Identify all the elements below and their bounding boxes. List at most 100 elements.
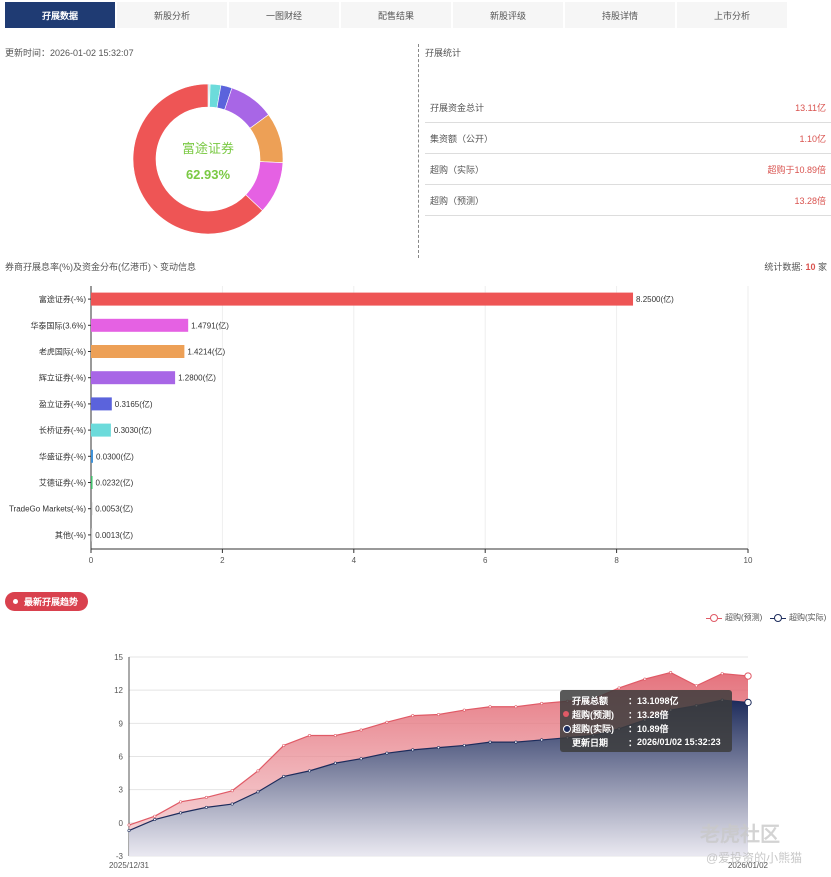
data-point[interactable]	[436, 746, 440, 750]
data-point[interactable]	[514, 740, 518, 744]
tab-allotment-results[interactable]: 配售结果	[341, 2, 451, 28]
bar[interactable]	[91, 345, 185, 358]
update-time: 更新时间：2026-01-02 15:32:07	[5, 48, 134, 58]
tab-listing-analysis[interactable]: 上市分析	[677, 2, 787, 28]
tab-ipo-analysis[interactable]: 新股分析	[117, 2, 227, 28]
tooltip-value: 2026/01/02 15:32:23	[637, 737, 721, 747]
data-point[interactable]	[333, 733, 337, 737]
data-point[interactable]	[359, 757, 363, 761]
data-point[interactable]	[540, 701, 544, 705]
data-point[interactable]	[179, 800, 183, 804]
bar-category-label: 辉立证券(-%)	[39, 373, 86, 383]
badge-dot-icon	[13, 599, 18, 604]
bar[interactable]	[91, 318, 189, 332]
data-point[interactable]	[308, 769, 312, 773]
stats-title: 孖展统计	[425, 48, 462, 58]
donut-slice-0[interactable]	[132, 83, 263, 235]
bar-value-label: 0.0053(亿)	[95, 504, 133, 514]
data-point[interactable]	[204, 795, 208, 799]
legend-line-marker-icon	[706, 613, 722, 622]
data-point[interactable]	[256, 790, 260, 794]
data-point[interactable]	[436, 712, 440, 716]
x-tick-label: 2026/01/02	[728, 861, 769, 870]
broker-count-suffix: 家	[817, 262, 827, 272]
tooltip-sep: ：	[628, 695, 638, 706]
x-tick-label: 6	[483, 556, 488, 565]
stat-label: 超购（预测）	[430, 196, 485, 206]
broker-count: 统计数据: 10 家	[764, 260, 827, 273]
tooltip-value: 13.28倍	[637, 709, 669, 720]
broker-chart-title: 券商孖展息率(%)及资金分布(亿港币)丶变动信息	[5, 262, 196, 272]
bar[interactable]	[91, 476, 93, 489]
stat-value: 13.11亿	[795, 103, 826, 113]
tab-holding-details[interactable]: 持股详情	[565, 2, 675, 28]
data-point[interactable]	[153, 814, 157, 818]
data-point[interactable]	[179, 811, 183, 815]
y-tick-label: 6	[119, 753, 124, 762]
bar-value-label: 0.0013(亿)	[95, 530, 133, 540]
tooltip-row: 孖展总额 ： 13.1098亿	[572, 694, 679, 706]
data-point[interactable]	[488, 705, 492, 709]
legend-predicted[interactable]: 超购(预测)	[706, 612, 762, 623]
bar-category-label: 盈立证券(-%)	[39, 399, 86, 409]
data-point[interactable]	[385, 751, 389, 755]
data-point[interactable]	[462, 743, 466, 747]
data-point[interactable]	[744, 698, 752, 707]
data-point[interactable]	[333, 761, 337, 765]
bar-value-label: 8.2500(亿)	[636, 294, 674, 304]
tooltip-value: 10.89倍	[637, 723, 669, 734]
data-point[interactable]	[694, 684, 698, 688]
data-point[interactable]	[643, 677, 647, 681]
legend-actual[interactable]: 超购(实际)	[770, 612, 826, 623]
divider	[418, 44, 419, 258]
x-tick-label: 2025/12/31	[109, 861, 150, 870]
data-point[interactable]	[359, 728, 363, 732]
x-tick-label: 2	[220, 556, 225, 565]
tooltip-key: 孖展总额	[572, 695, 609, 706]
tab-ipo-rating[interactable]: 新股评级	[453, 2, 563, 28]
legend-actual-label: 超购(实际)	[789, 613, 827, 622]
data-point[interactable]	[282, 774, 286, 778]
data-point[interactable]	[127, 823, 131, 827]
stat-label: 孖展资金总计	[430, 103, 485, 113]
data-point[interactable]	[720, 672, 724, 676]
data-point[interactable]	[669, 670, 673, 674]
tooltip-value: 13.1098亿	[637, 695, 679, 706]
data-point[interactable]	[385, 720, 389, 724]
data-point[interactable]	[411, 748, 415, 752]
tooltip-sep: ：	[628, 737, 638, 748]
data-point[interactable]	[256, 769, 260, 773]
y-tick-label: 0	[119, 819, 124, 828]
data-point[interactable]	[462, 708, 466, 712]
data-point[interactable]	[617, 686, 621, 690]
stat-row-raise: 集资额（公开） 1.10亿	[425, 123, 831, 154]
data-point[interactable]	[411, 714, 415, 718]
tab-margin-data[interactable]: 孖展数据	[5, 2, 115, 28]
bar[interactable]	[91, 397, 112, 411]
data-point[interactable]	[282, 743, 286, 747]
tab-finance-chart[interactable]: 一图财经	[229, 2, 339, 28]
bar[interactable]	[91, 423, 111, 437]
data-point[interactable]	[514, 705, 518, 709]
stat-value: 1.10亿	[799, 134, 826, 144]
trend-title-badge: 最新孖展趋势	[5, 592, 89, 611]
data-point[interactable]	[308, 733, 312, 737]
bar[interactable]	[91, 528, 93, 542]
x-tick-label: 4	[352, 556, 357, 565]
bar[interactable]	[91, 371, 176, 385]
data-point[interactable]	[127, 829, 131, 833]
bar-value-label: 0.3165(亿)	[115, 399, 153, 409]
bar[interactable]	[91, 449, 93, 463]
tooltip-row: 超购(实际) ： 10.89倍	[563, 722, 669, 734]
data-point[interactable]	[230, 789, 234, 793]
bar[interactable]	[91, 502, 93, 516]
data-point[interactable]	[204, 805, 208, 809]
data-point[interactable]	[230, 802, 234, 806]
data-point[interactable]	[540, 738, 544, 742]
data-point[interactable]	[744, 672, 752, 680]
data-point[interactable]	[488, 740, 492, 744]
data-point[interactable]	[153, 818, 157, 822]
y-tick-label: 15	[114, 653, 123, 662]
tooltip-sep: ：	[628, 723, 638, 734]
bar[interactable]	[91, 292, 634, 306]
